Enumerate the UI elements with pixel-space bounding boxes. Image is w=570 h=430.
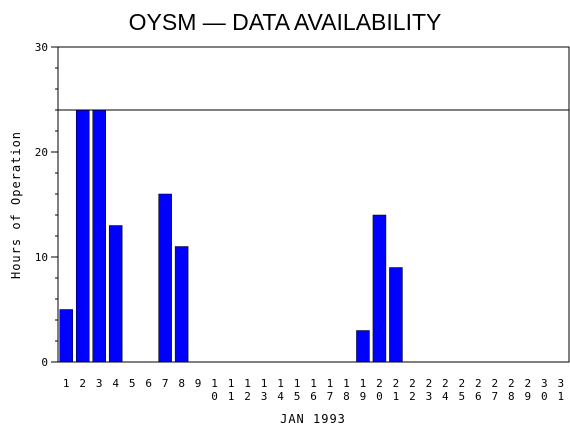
y-tick-label: 30 — [35, 41, 48, 54]
x-tick-label: 4 — [112, 377, 119, 390]
x-tick-label: 8 — [178, 377, 185, 390]
bar — [158, 193, 172, 363]
y-axis: 0 10 20 30 — [35, 41, 58, 369]
bar — [389, 267, 403, 363]
bar — [174, 246, 189, 363]
y-tick-label: 10 — [35, 251, 48, 264]
x-tick-label: 7 — [162, 377, 169, 390]
y-tick-label: 20 — [35, 146, 48, 159]
chart-title: OYSM — DATA AVAILABILITY — [129, 9, 442, 35]
x-tick-label: 1 — [63, 377, 70, 390]
x-axis-label: JAN 1993 — [280, 412, 346, 426]
x-tick-label: 2 — [79, 377, 86, 390]
x-tick-label: 9 — [195, 377, 202, 390]
x-axis: 1 2 3 4 5 6 7 8 9 1 01 11 21 31 41 51 61 71 81 92 02 12 22 32 42… — [63, 377, 564, 403]
bar — [108, 225, 123, 363]
x-tick-label: 6 — [145, 377, 152, 390]
bar — [92, 109, 106, 363]
bar — [59, 309, 73, 363]
bar — [75, 109, 90, 363]
plot-frame — [57, 46, 570, 363]
bar — [372, 214, 387, 363]
bar-series — [59, 109, 403, 363]
y-axis-label: Hours of Operation — [9, 131, 23, 279]
x-tick-label: 5 — [129, 377, 136, 390]
x-tick-label: 3 — [96, 377, 103, 390]
y-tick-label: 0 — [41, 356, 48, 369]
bar — [356, 330, 370, 363]
